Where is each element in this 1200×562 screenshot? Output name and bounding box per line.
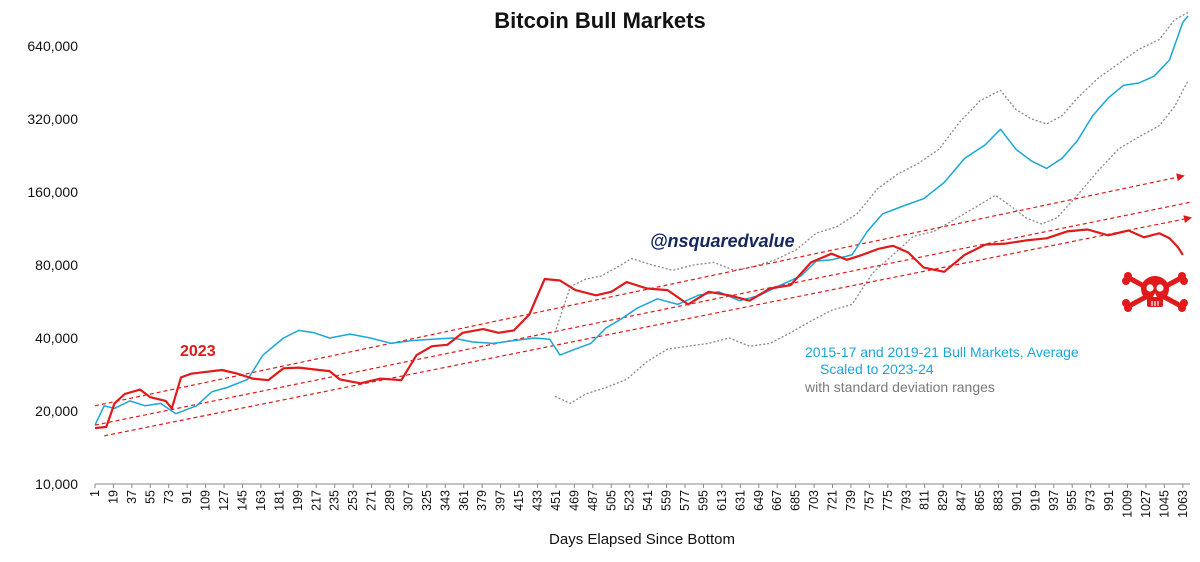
x-tick-label: 865 — [973, 490, 987, 511]
annotation-gray-note: with standard deviation ranges — [804, 379, 995, 395]
x-tick-label: 451 — [549, 490, 563, 511]
x-tick-label: 19 — [106, 490, 120, 504]
x-tick-label: 1027 — [1139, 490, 1153, 518]
x-tick-label: 415 — [512, 490, 526, 511]
x-tick-label: 595 — [696, 490, 710, 511]
x-tick-label: 1009 — [1121, 490, 1135, 518]
x-tick-label: 613 — [715, 490, 729, 511]
x-tick-label: 379 — [475, 490, 489, 511]
y-axis: 10,000 20,000 40,000 80,000 160,000 320,000 64… — [27, 38, 78, 492]
series-average-line — [94, 15, 1189, 426]
trend-channel-line — [94, 201, 1191, 426]
x-tick-label: 73 — [162, 490, 176, 504]
x-tick-label: 55 — [143, 490, 157, 504]
x-tick-label: 199 — [291, 490, 305, 511]
x-tick-label: 559 — [660, 490, 674, 511]
x-tick-label: 181 — [272, 490, 286, 511]
y-tick-label: 20,000 — [35, 403, 78, 419]
x-tick-label: 919 — [1028, 490, 1042, 511]
x-tick-label: 91 — [180, 490, 194, 504]
series-upper-std-line — [554, 11, 1189, 334]
x-tick-label: 145 — [236, 490, 250, 511]
x-tick-label: 505 — [604, 490, 618, 511]
annotation-blue-line1: 2015-17 and 2019-21 Bull Markets, Averag… — [805, 344, 1079, 360]
x-tick-label: 703 — [807, 490, 821, 511]
x-tick-label: 325 — [420, 490, 434, 511]
x-tick-label: 649 — [752, 490, 766, 511]
x-tick-label: 397 — [494, 490, 508, 511]
x-tick-label: 811 — [918, 490, 932, 510]
x-tick-label: 739 — [844, 490, 858, 511]
x-tick-label: 433 — [531, 490, 545, 511]
x-axis: 1 19 37 55 73 91 109 127 145 163 181 199 217 235 253 27… — [88, 484, 1190, 518]
trend-channel-line — [104, 215, 1192, 437]
x-tick-label: 253 — [346, 490, 360, 511]
x-tick-label: 289 — [383, 490, 397, 511]
x-tick-label: 847 — [955, 490, 969, 511]
x-tick-label: 883 — [991, 490, 1005, 511]
x-tick-label: 901 — [1010, 490, 1024, 511]
annotation-blue-line2: Scaled to 2023-24 — [820, 361, 934, 377]
x-tick-label: 685 — [789, 490, 803, 511]
x-tick-label: 523 — [623, 490, 637, 511]
y-tick-label: 40,000 — [35, 330, 78, 346]
plot-area — [94, 11, 1192, 485]
series-lower-std-line — [554, 80, 1189, 405]
x-tick-label: 217 — [309, 490, 323, 511]
x-tick-label: 1063 — [1176, 490, 1190, 518]
x-tick-label: 775 — [881, 490, 895, 511]
x-tick-label: 991 — [1102, 490, 1116, 511]
x-tick-label: 973 — [1084, 490, 1098, 511]
x-tick-label: 1 — [88, 490, 102, 497]
watermark-text: @nsquaredvalue — [650, 231, 795, 251]
x-tick-label: 361 — [457, 490, 471, 511]
x-tick-label: 793 — [899, 490, 913, 511]
x-tick-label: 577 — [678, 490, 692, 511]
x-tick-label: 487 — [586, 490, 600, 511]
x-tick-label: 541 — [641, 490, 655, 511]
x-tick-label: 469 — [567, 490, 581, 511]
x-tick-label: 1045 — [1157, 490, 1171, 518]
x-tick-label: 631 — [733, 490, 747, 511]
y-tick-label: 640,000 — [27, 38, 78, 54]
series-2023-line — [94, 228, 1184, 430]
x-axis-label: Days Elapsed Since Bottom — [549, 531, 735, 548]
x-tick-label: 37 — [125, 490, 139, 504]
x-tick-label: 937 — [1047, 490, 1061, 511]
trend-channel-line — [94, 173, 1185, 407]
annotation-2023: 2023 — [180, 343, 216, 360]
y-tick-label: 160,000 — [27, 184, 78, 200]
x-tick-label: 271 — [365, 490, 379, 511]
x-tick-label: 667 — [770, 490, 784, 511]
x-tick-label: 235 — [328, 490, 342, 511]
x-tick-label: 127 — [217, 490, 231, 511]
x-tick-label: 721 — [826, 490, 840, 511]
x-tick-label: 307 — [401, 490, 415, 511]
y-tick-label: 320,000 — [27, 111, 78, 127]
x-tick-label: 829 — [936, 490, 950, 511]
x-tick-label: 343 — [438, 490, 452, 511]
x-tick-label: 757 — [862, 490, 876, 511]
x-tick-label: 955 — [1065, 490, 1079, 511]
x-tick-label: 163 — [254, 490, 268, 511]
y-tick-label: 10,000 — [35, 476, 78, 492]
y-tick-label: 80,000 — [35, 257, 78, 273]
x-tick-label: 109 — [199, 490, 213, 511]
chart-title: Bitcoin Bull Markets — [494, 8, 705, 33]
skull-crossbones-icon — [1122, 272, 1188, 312]
